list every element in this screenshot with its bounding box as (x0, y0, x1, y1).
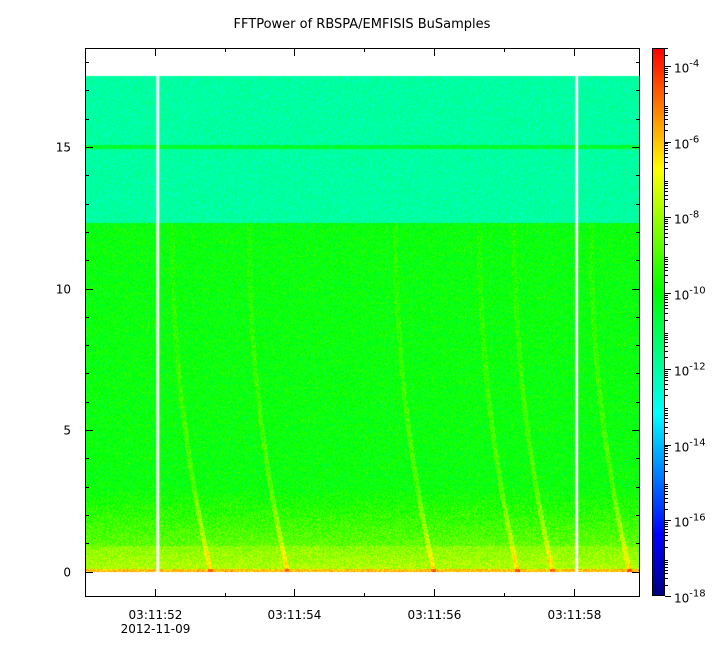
x-date-label: 2012-11-09 (121, 622, 191, 636)
colorbar-tick-label: 10-16 (674, 513, 706, 530)
colorbar-tick-label: 10-18 (674, 589, 706, 606)
chart-title: FFTPower of RBSPA/EMFISIS BuSamples (233, 17, 491, 32)
plot-frame (85, 48, 640, 597)
colorbar-tick-label: 10-4 (674, 59, 699, 76)
y-tick-label: 10 (56, 283, 71, 297)
colorbar-tick-label: 10-8 (674, 210, 699, 227)
colorbar-frame (652, 48, 665, 596)
colorbar-tick-label: 10-10 (674, 286, 706, 303)
x-tick-label: 03:11:58 (548, 608, 602, 622)
axes-frame (85, 48, 640, 597)
x-tick-label: 03:11:54 (268, 608, 322, 622)
colorbar-tick-label: 10-12 (674, 362, 706, 379)
colorbar-tick-label: 10-14 (674, 438, 706, 455)
spectrogram-image (85, 48, 640, 597)
y-tick-label: 5 (63, 424, 71, 438)
colorbar: 10-4 10-6 10-8 10-10 10-12 10-14 10-16 10-18 (652, 48, 706, 606)
colorbar-tick-label: 10-6 (674, 135, 699, 152)
y-tick-label: 0 (63, 566, 71, 580)
y-tick-label: 15 (56, 141, 71, 155)
colorbar-gradient (652, 48, 665, 596)
x-tick-label: 03:11:52 (129, 608, 183, 622)
x-tick-label: 03:11:56 (408, 608, 462, 622)
